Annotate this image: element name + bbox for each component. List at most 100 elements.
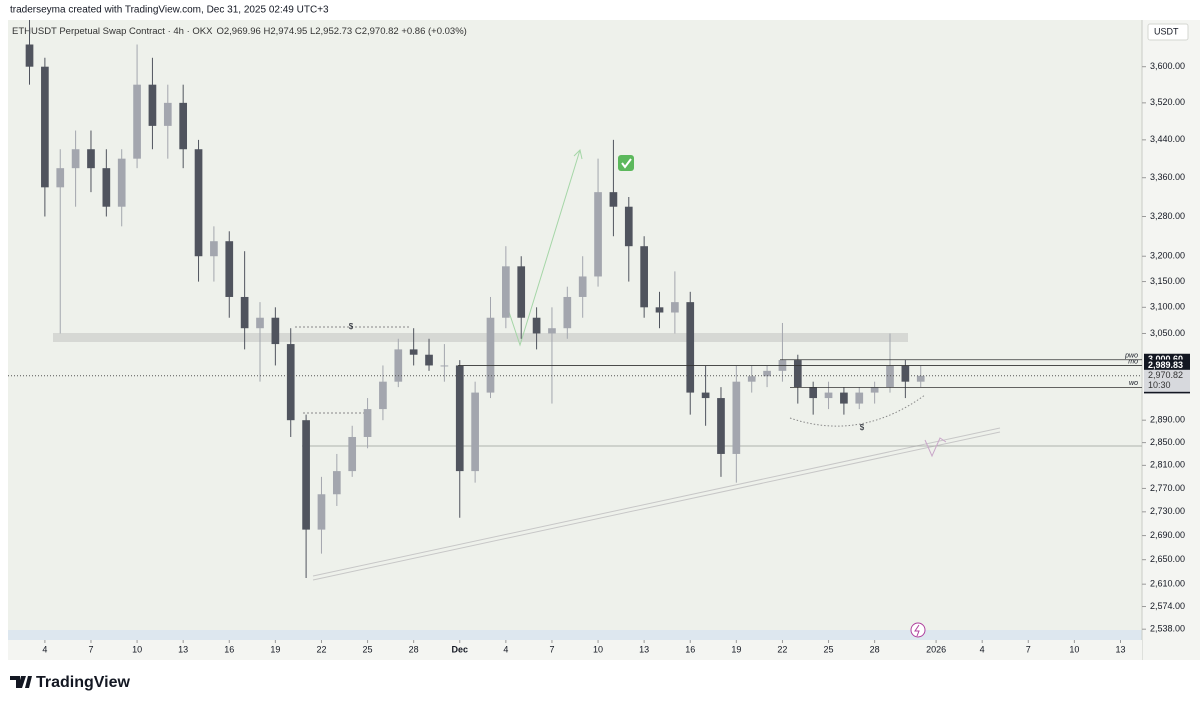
trendline — [312, 431, 1001, 581]
y-tick-label: 3,100.00 — [1150, 302, 1185, 312]
candle-body — [916, 375, 925, 382]
last-price-label: 2,970.82 — [1148, 370, 1183, 380]
candle-body — [532, 317, 541, 334]
plot-area — [8, 20, 1142, 640]
candle-body — [763, 370, 771, 377]
y-tick-label: 2,610.00 — [1150, 579, 1185, 589]
candle-body — [102, 168, 111, 207]
x-tick-label: 13 — [1115, 644, 1125, 654]
candle-body — [840, 392, 848, 404]
candle-body — [56, 168, 65, 188]
candle-body — [117, 158, 126, 207]
x-tick-label: 28 — [409, 644, 419, 654]
candle-body — [87, 149, 95, 169]
zone — [53, 333, 908, 342]
x-tick-label: 16 — [685, 644, 695, 654]
candle-body — [855, 392, 864, 404]
candle-body — [594, 192, 602, 277]
annotation: $ — [349, 322, 354, 331]
chart: 3,600.00 3,520.00 3,440.00 3,360.00 3,280.00… — [8, 20, 1190, 654]
x-tick-label: 28 — [870, 644, 880, 654]
y-tick-label: 2,730.00 — [1150, 506, 1185, 516]
x-tick-label: 7 — [88, 644, 93, 654]
candle-body — [732, 381, 741, 454]
y-tick-label: 3,280.00 — [1150, 211, 1185, 221]
candle-body — [502, 266, 510, 318]
x-tick-label: 4 — [42, 644, 47, 654]
level-tag: mo — [1128, 358, 1138, 365]
x-tick-label: Dec — [451, 644, 468, 654]
x-tick-label: 16 — [224, 644, 234, 654]
candle-body — [655, 307, 664, 313]
y-tick-label: 3,150.00 — [1150, 276, 1185, 286]
y-tick-label: 2,650.00 — [1150, 554, 1185, 564]
x-tick-label: 22 — [316, 644, 326, 654]
candle-body — [302, 420, 310, 530]
candle-body — [148, 84, 157, 126]
caption: traderseyma created with TradingView.com… — [10, 5, 329, 16]
y-tick-label: 3,050.00 — [1150, 328, 1185, 338]
y-tick-label: 2,810.00 — [1150, 460, 1185, 470]
candle-body — [256, 317, 264, 329]
candle-body — [271, 317, 280, 345]
ohlc-legend: O2,969.96 H2,974.95 L2,952.73 C2,970.82 … — [216, 26, 466, 37]
x-tick-label: 19 — [731, 644, 741, 654]
x-tick-label: 4 — [503, 644, 508, 654]
candle-body — [548, 328, 556, 334]
y-tick-label: 2,770.00 — [1150, 483, 1185, 493]
y-tick-label: 2,850.00 — [1150, 437, 1185, 447]
candle-body — [486, 317, 495, 393]
candle-body — [640, 246, 648, 308]
candle-body — [41, 66, 49, 188]
candle-body — [870, 387, 879, 393]
candle-body — [71, 149, 80, 169]
candle-body — [455, 365, 464, 472]
candle-body — [25, 44, 34, 67]
candle-body — [379, 381, 387, 410]
x-tick-label: 10 — [132, 644, 142, 654]
y-tick-label: 3,520.00 — [1150, 97, 1185, 107]
level-tag: pwo — [1124, 353, 1138, 360]
candle-body — [471, 392, 479, 472]
y-tick-label: 2,574.00 — [1150, 601, 1185, 611]
last-price-bg — [1144, 369, 1190, 392]
bottom-band — [8, 630, 1142, 640]
symbol-legend: ETHUSDT Perpetual Swap Contract · 4h · O… — [12, 26, 467, 37]
candle-body — [624, 206, 633, 247]
y-tick-label: 3,200.00 — [1150, 251, 1185, 261]
small-arrow — [924, 437, 947, 458]
x-tick-label: 25 — [363, 644, 373, 654]
candle-body — [671, 302, 679, 313]
y-tick-label: 3,360.00 — [1150, 172, 1185, 182]
candle-body — [901, 365, 910, 382]
x-tick-label: 7 — [549, 644, 554, 654]
x-tick-label: 13 — [639, 644, 649, 654]
level-label-bg — [1144, 359, 1190, 372]
level-label: 3,000.60 — [1148, 354, 1183, 364]
y-tick-label: 2,538.00 — [1150, 624, 1185, 634]
x-tick-label: 19 — [270, 644, 280, 654]
projection-arrow — [504, 149, 581, 347]
candle-body — [394, 349, 403, 382]
x-tick-label: 7 — [1026, 644, 1031, 654]
candle-body — [133, 84, 141, 159]
candle-body — [809, 387, 818, 399]
price-axis — [1142, 20, 1200, 660]
candle-body — [747, 376, 756, 382]
candle-body — [210, 241, 218, 257]
candle-body — [824, 392, 833, 399]
candle-body — [793, 360, 802, 388]
check-mark — [621, 158, 632, 169]
candle-body — [609, 192, 618, 207]
time-axis — [8, 640, 1142, 660]
logo-mark — [10, 676, 32, 688]
candle-body — [425, 354, 433, 366]
brand: TradingView — [36, 674, 131, 691]
currency-box — [1147, 23, 1189, 41]
candle-body — [578, 276, 587, 297]
event-icon — [910, 622, 926, 638]
currency: USDT — [1154, 26, 1179, 36]
level-label: 2,989.83 — [1148, 360, 1183, 370]
drawings — [53, 149, 1142, 638]
x-tick-label: 2026 — [926, 644, 946, 654]
